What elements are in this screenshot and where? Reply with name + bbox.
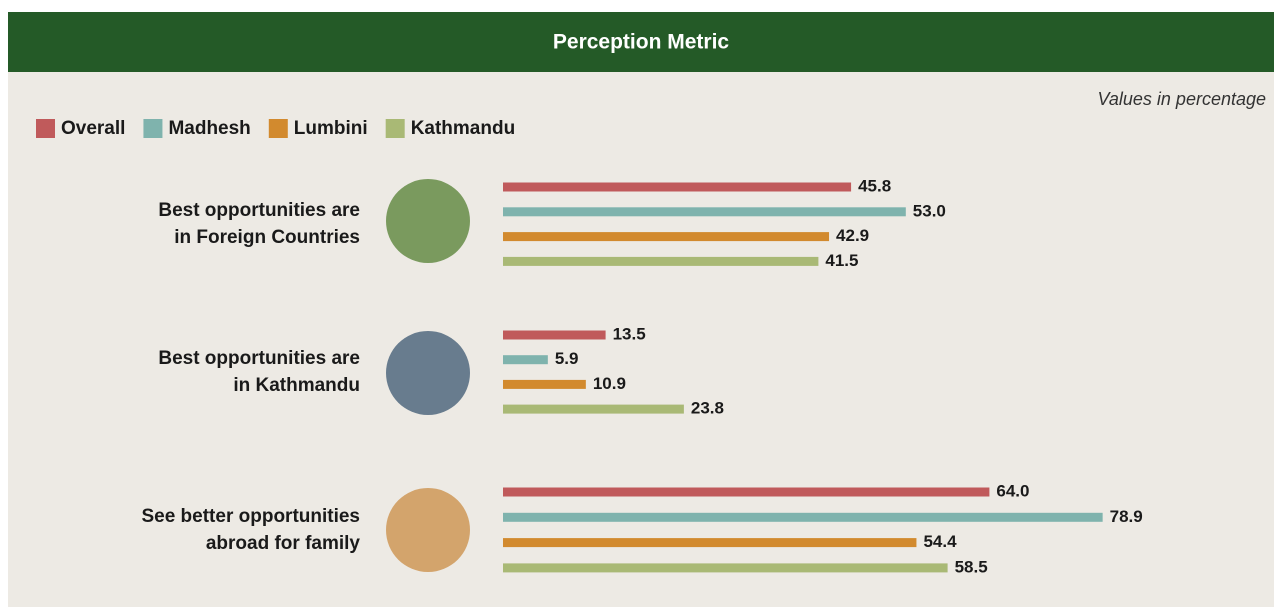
bar — [503, 232, 830, 242]
bar — [503, 207, 906, 217]
bar — [503, 404, 684, 414]
bar — [503, 330, 606, 340]
legend-label: Overall — [61, 118, 125, 139]
value-label: 13.5 — [613, 324, 646, 343]
icon — [386, 179, 470, 263]
value-label: 10.9 — [593, 374, 626, 393]
header — [8, 12, 1274, 72]
panel — [8, 12, 1274, 607]
bar — [503, 487, 990, 497]
bar — [503, 512, 1103, 522]
legend-label: Madhesh — [168, 118, 250, 139]
value-label: 45.8 — [858, 176, 891, 195]
value-label: 42.9 — [836, 226, 869, 245]
bar — [503, 538, 917, 548]
legend-swatch — [385, 119, 405, 138]
value-label: 41.5 — [825, 251, 858, 270]
legend-swatch — [36, 119, 55, 138]
value-label: 78.9 — [1110, 507, 1143, 526]
bar — [503, 563, 948, 573]
category-label: See better opportunities — [141, 506, 360, 527]
category-label: in Kathmandu — [233, 375, 360, 396]
bar — [503, 256, 819, 266]
legend-swatch — [143, 119, 163, 138]
legend-label: Lumbini — [294, 118, 368, 139]
value-label: 23.8 — [691, 399, 724, 418]
category-label: Best opportunities are — [158, 200, 360, 221]
value-label: 58.5 — [955, 557, 988, 576]
value-label: 5.9 — [555, 349, 579, 368]
legend-swatch — [268, 119, 288, 138]
category-label: in Foreign Countries — [174, 227, 360, 248]
bar — [503, 182, 852, 192]
value-label: 64.0 — [996, 481, 1029, 500]
chart-title: Perception Metric — [553, 31, 730, 54]
icon — [386, 331, 470, 415]
bar — [503, 355, 548, 365]
value-label: 53.0 — [913, 201, 946, 220]
legend-label: Kathmandu — [411, 118, 516, 139]
category-label: abroad for family — [206, 533, 361, 554]
bar — [503, 379, 586, 389]
icon — [386, 488, 470, 572]
category-label: Best opportunities are — [158, 348, 360, 369]
value-label: 54.4 — [923, 532, 957, 551]
note: Values in percentage — [1098, 89, 1266, 109]
